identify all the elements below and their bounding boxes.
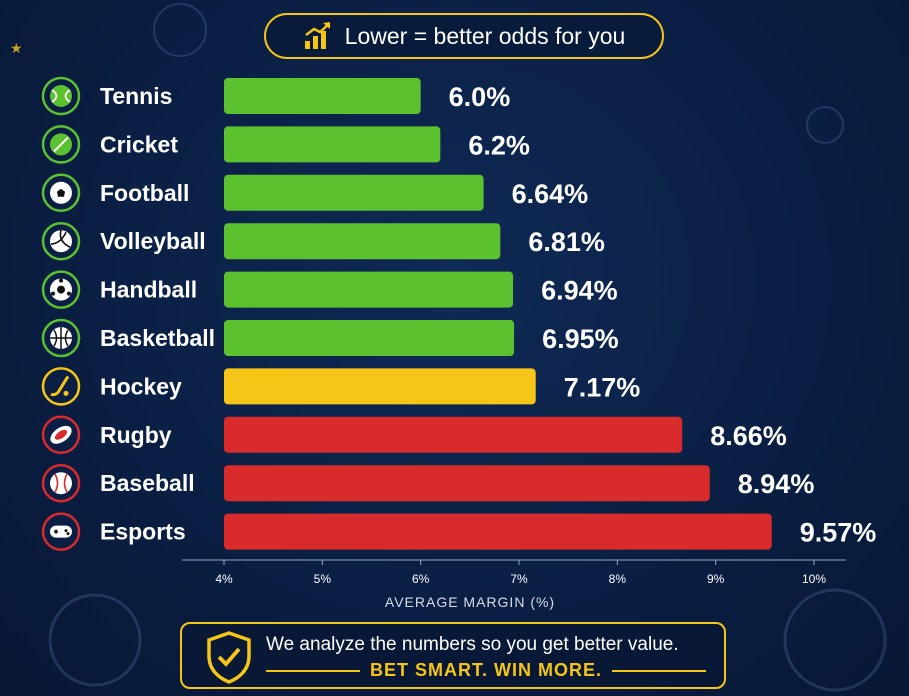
legend-text: Lower = better odds for you [344, 22, 626, 49]
footer-tagline: We analyze the numbers so you get better… [266, 634, 679, 655]
baseball-icon [41, 463, 81, 503]
value-label: 6.64% [512, 179, 589, 209]
footer-box: We analyze the numbers so you get better… [180, 622, 726, 689]
value-label: 6.94% [541, 276, 618, 306]
category-label: Baseball [100, 470, 195, 496]
bar-baseball [224, 465, 710, 502]
x-tick-label: 6% [412, 572, 430, 586]
value-label: 6.0% [449, 82, 511, 112]
category-label: Football [100, 180, 189, 206]
slogan-rule-left [266, 669, 360, 672]
category-label: Tennis [100, 83, 172, 109]
bar-esports [224, 513, 772, 550]
category-label: Handball [100, 277, 197, 303]
bar-football [224, 174, 484, 211]
bar-tennis [224, 78, 421, 114]
category-label: Volleyball [100, 228, 206, 254]
hockey-stick-icon [41, 367, 81, 406]
tennis-ball-icon [41, 76, 81, 116]
star-icon: ★ [10, 40, 23, 56]
handball-icon [41, 270, 81, 309]
bar-basketball [224, 320, 515, 356]
value-label: 8.66% [710, 421, 787, 451]
x-tick-label: 4% [215, 572, 233, 586]
value-label: 6.81% [528, 227, 605, 257]
category-label: Basketball [100, 325, 215, 351]
legend-pill: Lower = better odds for you [264, 13, 664, 59]
x-axis-label: AVERAGE MARGIN (%) [385, 594, 555, 610]
category-label: Esports [100, 519, 186, 545]
x-tick-label: 9% [707, 572, 725, 586]
value-label: 6.95% [542, 324, 619, 354]
value-label: 9.57% [800, 518, 877, 548]
category-label: Rugby [100, 422, 172, 448]
value-label: 7.17% [564, 372, 641, 402]
basketball-icon [41, 318, 81, 358]
cricket-ball-icon [41, 125, 81, 164]
bar-rugby [224, 416, 683, 453]
rugby-ball-icon [41, 415, 81, 455]
gamepad-icon [41, 512, 81, 551]
x-tick-label: 5% [314, 572, 332, 586]
footer-slogan: BET SMART. WIN MORE. [370, 660, 602, 680]
value-label: 6.2% [468, 130, 530, 160]
slogan-rule-right [612, 669, 706, 672]
bar-chart: Tennis 6.0% Cricket 6.2% Football 6.64% Volley… [41, 76, 877, 610]
shield-check-icon [207, 631, 251, 684]
category-label: Cricket [100, 131, 178, 157]
bar-handball [224, 271, 514, 308]
bar-hockey [224, 368, 536, 405]
footer-slogan-row: BET SMART. WIN MORE. [266, 660, 706, 681]
x-tick-label: 8% [609, 572, 627, 586]
bar-volleyball [224, 223, 501, 260]
value-label: 8.94% [738, 469, 815, 499]
category-label: Hockey [100, 373, 182, 399]
x-tick-label: 10% [802, 572, 826, 586]
chart-up-icon [304, 22, 330, 49]
volleyball-icon [41, 221, 81, 261]
football-icon [41, 173, 81, 213]
x-tick-label: 7% [510, 572, 528, 586]
bar-cricket [224, 126, 441, 163]
